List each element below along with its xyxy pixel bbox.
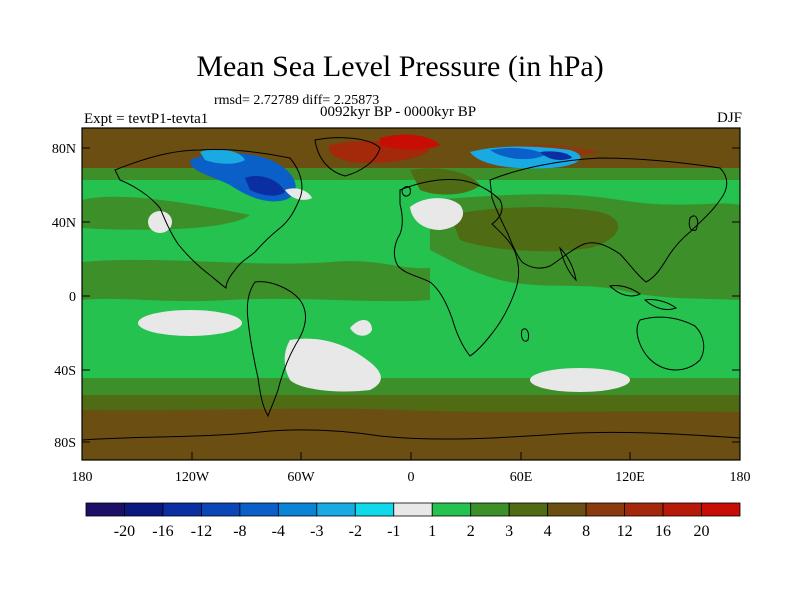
colorbar-label: 2 bbox=[467, 523, 475, 540]
coast-asia bbox=[489, 157, 728, 283]
colorbar-swatch bbox=[393, 502, 433, 517]
lon-label-120e: 120E bbox=[615, 470, 645, 485]
period-label: 0092kyr BP - 0000kyr BP bbox=[320, 104, 477, 120]
colorbar-label: -16 bbox=[152, 523, 173, 540]
colorbar-label: 3 bbox=[505, 523, 513, 540]
field-asia-olive bbox=[450, 207, 619, 252]
coast-greenland bbox=[314, 137, 381, 177]
colorbar-swatch bbox=[624, 502, 664, 517]
colorbar-swatch bbox=[470, 502, 510, 517]
coast-india bbox=[559, 246, 577, 282]
white-patch-europe bbox=[410, 198, 464, 230]
red-patch-core bbox=[380, 134, 440, 150]
lon-label-180w: 180 bbox=[72, 470, 93, 485]
lat-label-40s: 40S bbox=[54, 364, 76, 379]
coast-japan bbox=[688, 215, 699, 231]
experiment-label: Expt = tevtP1-tevta1 bbox=[84, 111, 209, 127]
lon-label-60e: 60E bbox=[510, 470, 533, 485]
season-label: DJF bbox=[716, 110, 742, 126]
coast-se-asia-islands bbox=[608, 285, 678, 311]
coast-madagascar bbox=[521, 328, 529, 342]
blue-patch-scandinavia bbox=[490, 147, 545, 160]
colorbar-swatch bbox=[662, 502, 702, 517]
white-patch-south-america bbox=[284, 338, 381, 392]
map-field bbox=[82, 128, 740, 460]
colorbar-label: 20 bbox=[694, 523, 710, 540]
colorbar-swatch bbox=[431, 502, 472, 517]
colorbar-label: 12 bbox=[617, 523, 633, 540]
colorbar-label: -1 bbox=[387, 523, 400, 540]
coast-north-america bbox=[114, 148, 303, 289]
lon-label-60w: 60W bbox=[287, 470, 315, 485]
lon-axis: 180 120W 60W 0 60E 120E 180 bbox=[72, 452, 751, 485]
coast-europe-africa bbox=[393, 179, 520, 357]
colorbar-label: -3 bbox=[310, 523, 323, 540]
colorbar-swatch bbox=[124, 502, 164, 517]
field-equatorial-band bbox=[82, 259, 430, 302]
lat-label-40n: 40N bbox=[52, 216, 76, 231]
coastlines bbox=[82, 137, 740, 441]
lat-label-80n: 80N bbox=[52, 142, 76, 157]
colorbar-swatch bbox=[277, 502, 318, 517]
lat-label-80s: 80S bbox=[54, 436, 76, 451]
colorbar-label: 1 bbox=[428, 523, 436, 540]
coast-antarctica bbox=[82, 429, 740, 441]
colorbar-swatch bbox=[585, 502, 625, 517]
colorbar-label: 4 bbox=[544, 523, 552, 540]
coast-australia bbox=[636, 316, 705, 371]
colorbar-swatch bbox=[701, 502, 741, 517]
cyan-patch-north-america bbox=[200, 149, 245, 164]
plot-title: Mean Sea Level Pressure (in hPa) bbox=[196, 50, 604, 83]
colorbar-swatch bbox=[547, 502, 587, 517]
lat-label-0: 0 bbox=[69, 290, 76, 305]
colorbar: -20 -16 -12 -8 -4 -3 -2 -1 1 2 3 4 8 12 16 20 bbox=[85, 502, 741, 540]
lon-label-0: 0 bbox=[408, 470, 415, 485]
colorbar-swatch bbox=[354, 502, 395, 517]
colorbar-label: -2 bbox=[349, 523, 362, 540]
colorbar-swatch bbox=[316, 502, 356, 517]
colorbar-label: -8 bbox=[233, 523, 246, 540]
rmsd-diff-stats: rmsd= 2.72789 diff= 2.25873 bbox=[214, 93, 380, 108]
coast-south-america bbox=[246, 281, 307, 418]
colorbar-swatch bbox=[239, 502, 279, 517]
colorbar-label: -20 bbox=[114, 523, 135, 540]
colorbar-swatch bbox=[508, 502, 549, 517]
field-atlantic-olive bbox=[410, 168, 480, 195]
colorbar-swatch bbox=[201, 502, 241, 517]
colorbar-label: -12 bbox=[191, 523, 212, 540]
field-south-olive bbox=[82, 395, 740, 412]
deep-blue-patch-north-america bbox=[245, 175, 285, 196]
deep-blue-patch-scandinavia bbox=[540, 151, 572, 160]
white-patch-south-atlantic bbox=[350, 319, 372, 336]
white-patch-pacific bbox=[138, 310, 242, 336]
colorbar-swatch bbox=[85, 502, 125, 517]
coast-uk bbox=[401, 186, 411, 197]
lon-label-180e: 180 bbox=[730, 470, 751, 485]
colorbar-label: 8 bbox=[582, 523, 590, 540]
colorbar-label: -4 bbox=[272, 523, 285, 540]
white-patch-north-pacific bbox=[148, 211, 172, 233]
white-patch-labrador bbox=[285, 188, 312, 200]
colorbar-swatch bbox=[162, 502, 202, 517]
colorbar-label: 16 bbox=[655, 523, 671, 540]
lon-label-120w: 120W bbox=[175, 470, 210, 485]
white-patch-indian-ocean bbox=[530, 368, 630, 392]
lat-axis: 80N 40N 0 40S 80S bbox=[52, 142, 740, 451]
